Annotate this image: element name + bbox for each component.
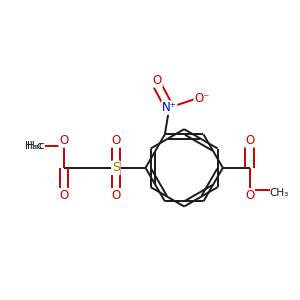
Text: O⁻: O⁻ xyxy=(194,92,210,105)
Text: O: O xyxy=(59,134,68,147)
Text: O: O xyxy=(245,134,254,147)
Text: O: O xyxy=(111,189,120,202)
Text: H₃c: H₃c xyxy=(25,140,42,151)
Text: O: O xyxy=(153,74,162,87)
Text: H₃c: H₃c xyxy=(27,140,44,151)
Text: O: O xyxy=(111,134,120,147)
Text: O: O xyxy=(245,189,254,202)
Text: O: O xyxy=(59,189,68,202)
Text: N⁺: N⁺ xyxy=(162,101,177,114)
Text: S: S xyxy=(112,161,120,174)
Text: CH₃: CH₃ xyxy=(269,188,288,198)
